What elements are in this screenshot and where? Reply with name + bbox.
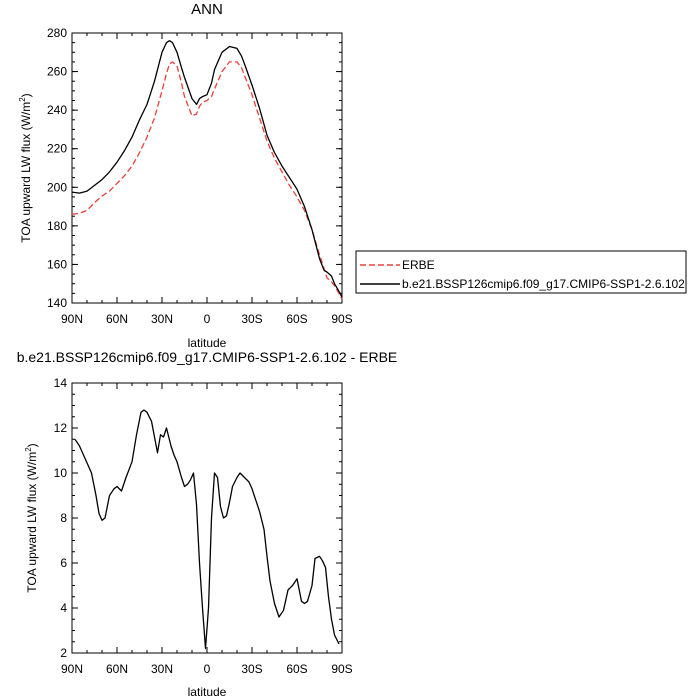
legend: ERBE b.e21.BSSP126cmip6.f09_g17.CMIP6-SS… <box>355 250 687 294</box>
panel-annual-mean: ANN 90N 60N 30N 0 30S 60S 90S 140 160 180 200 220 24… <box>18 1 687 350</box>
y-tick-label: 200 <box>47 180 67 194</box>
y-tick-label: 6 <box>60 556 67 570</box>
y-tick-label: 2 <box>60 646 67 660</box>
y-axis-label: TOA upward LW flux (W/m2) <box>24 443 39 592</box>
y-axis-label-tail: ) <box>19 93 33 97</box>
tick-group: 90N 60N 30N 0 30S 60S 90S 140 160 180 200 220 240 260… <box>47 26 353 326</box>
x-tick-label: 60S <box>286 662 307 676</box>
x-tick-label: 0 <box>204 312 211 326</box>
y-tick-label: 140 <box>47 296 67 310</box>
y-tick-label: 14 <box>54 376 68 390</box>
series-line-b-e21-bssp126cmip6-f <box>71 40 343 298</box>
legend-box <box>355 250 687 294</box>
y-axis-label-main: TOA upward LW flux (W/m <box>25 452 39 593</box>
x-tick-label: 30S <box>241 312 262 326</box>
y-tick-label: 260 <box>47 65 67 79</box>
y-axis-label-tail: ) <box>25 443 39 447</box>
series-line-difference <box>74 409 340 650</box>
y-tick-label: 10 <box>54 466 68 480</box>
y-tick-label: 180 <box>47 219 67 233</box>
chart-title: ANN <box>191 1 223 18</box>
x-tick-label: 30N <box>151 662 173 676</box>
y-tick-label: 12 <box>54 421 68 435</box>
tick-group: 90N 60N 30N 0 30S 60S 90S 2 4 6 8 10 12 14 <box>54 376 353 676</box>
x-tick-label: 60N <box>106 662 128 676</box>
y-axis-label-superscript: 2 <box>18 97 27 102</box>
y-tick-label: 4 <box>60 601 67 615</box>
y-tick-label: 240 <box>47 103 67 117</box>
series-group <box>71 40 343 300</box>
legend-label-erbe: ERBE <box>402 258 435 272</box>
x-tick-label: 60N <box>106 312 128 326</box>
x-tick-label: 30S <box>241 662 262 676</box>
x-tick-label: 90S <box>331 312 352 326</box>
x-tick-label: 90S <box>331 662 352 676</box>
x-tick-label: 0 <box>204 662 211 676</box>
y-axis-label-superscript: 2 <box>24 447 33 452</box>
panel-difference: b.e21.BSSP126cmip6.f09_g17.CMIP6-SSP1-2.… <box>17 349 398 699</box>
x-tick-label: 90N <box>61 662 83 676</box>
chart-title: b.e21.BSSP126cmip6.f09_g17.CMIP6-SSP1-2.… <box>17 349 398 365</box>
y-tick-label: 160 <box>47 257 67 271</box>
x-tick-label: 60S <box>286 312 307 326</box>
legend-label-model: b.e21.BSSP126cmip6.f09_g17.CMIP6-SSP1-2.… <box>402 277 685 291</box>
x-axis-label: latitude <box>188 336 227 350</box>
y-tick-label: 280 <box>47 26 67 40</box>
plot-frame <box>71 382 343 654</box>
series-group <box>74 409 340 650</box>
y-axis-label: TOA upward LW flux (W/m2) <box>18 93 33 242</box>
x-tick-label: 30N <box>151 312 173 326</box>
y-tick-label: 220 <box>47 142 67 156</box>
series-line-erbe <box>71 61 343 300</box>
y-tick-label: 8 <box>60 511 67 525</box>
x-axis-label: latitude <box>188 685 227 699</box>
y-axis-label-main: TOA upward LW flux (W/m <box>19 102 33 243</box>
x-tick-label: 90N <box>61 312 83 326</box>
